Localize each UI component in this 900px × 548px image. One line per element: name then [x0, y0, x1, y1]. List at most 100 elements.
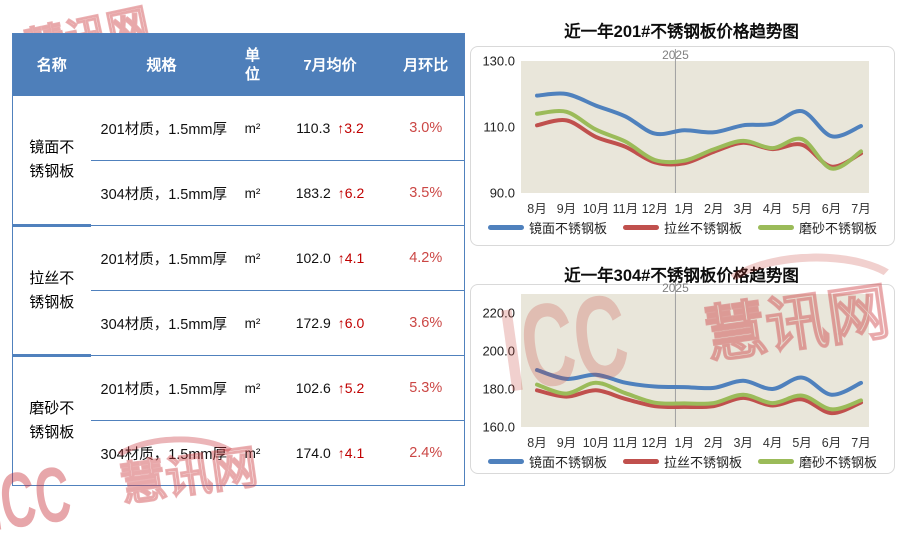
x-axis-tick-label: 9月: [556, 202, 577, 216]
table-row: 磨砂不锈钢板 201材质，1.5mm厚 m² 102.6 ↑5.2 5.3%: [13, 355, 465, 441]
price-value: 172.9: [295, 315, 331, 331]
y-axis-tick-label: 90.0: [489, 185, 515, 201]
chart-panel-304: 220.0 200.0 180.0 160.0 8月 9月 10月 11月 12月 1月 2月 3月 4…: [470, 281, 895, 474]
table-row: 304材质，1.5mm厚 m² 183.2 ↑6.2 3.5%: [13, 160, 465, 226]
x-axis-tick-label: 7月: [851, 436, 871, 450]
product-name-cell: 拉丝不锈钢板: [12, 225, 91, 357]
x-axis-tick-label: 3月: [733, 202, 753, 216]
chart-panel-201: 130.0 110.0 90.0 8月 9月 10月 11月 12月 1月 2月 3月 4月 5月 6月 7…: [470, 46, 895, 246]
chart-legend: 镜面不锈钢板 拉丝不锈钢板 磨砂不锈钢板: [471, 452, 894, 471]
x-axis-tick-label: 6月: [821, 202, 842, 216]
col-header-unit: 单位: [232, 33, 273, 96]
spec-cell: 304材质，1.5mm厚: [90, 290, 233, 356]
series-line: [535, 388, 863, 416]
price-cell: 102.6 ↑5.2: [272, 355, 388, 421]
mom-cell: 4.2%: [387, 225, 465, 291]
x-axis-tick-label: 4月: [762, 202, 783, 216]
chart-canvas: [535, 282, 863, 427]
mom-cell: 3.6%: [387, 290, 465, 356]
spec-cell: 201材质，1.5mm厚: [90, 355, 233, 421]
price-table: 名称 规格 单位 7月均价 月环比 镜面不锈钢板 201材质，1.5mm厚 m² 11…: [12, 33, 465, 486]
col-header-name: 名称: [12, 33, 91, 96]
series-line: [535, 118, 863, 169]
x-axis-tick-label: 12月: [641, 202, 669, 216]
price-cell: 174.0 ↑4.1: [273, 421, 388, 486]
price-table-container: 名称 规格 单位 7月均价 月环比 镜面不锈钢板 201材质，1.5mm厚 m² 11…: [12, 33, 465, 486]
spec-cell: 201材质，1.5mm厚: [90, 225, 233, 291]
spec-cell: 304材质，1.5mm厚: [90, 160, 233, 226]
price-change: ↑4.1: [337, 445, 365, 461]
table-row: 拉丝不锈钢板 201材质，1.5mm厚 m² 102.0 ↑4.1 4.2%: [12, 225, 465, 357]
x-axis-tick-label: 3月: [733, 436, 753, 450]
col-header-mom: 月环比: [387, 33, 465, 96]
x-axis-tick-label: 1月: [674, 202, 694, 216]
legend-item: 拉丝不锈钢板: [622, 218, 742, 237]
up-arrow-icon: ↑: [337, 315, 345, 331]
legend-line-swatch: [622, 225, 659, 230]
chart-legend: 镜面不锈钢板 拉丝不锈钢板 磨砂不锈钢板: [471, 218, 894, 237]
legend-line-swatch: [487, 459, 524, 464]
legend-label: 镜面不锈钢板: [528, 221, 607, 236]
series-line: [535, 91, 863, 139]
unit-cell: m²: [232, 225, 273, 291]
x-axis-tick-label: 11月: [612, 202, 639, 216]
x-axis-tick-label: 7月: [851, 202, 871, 216]
y-axis-tick-label: 220.0: [482, 305, 515, 321]
chart-title-304: 近一年304#不锈钢板价格趋势图: [564, 267, 799, 285]
legend-item: 磨砂不锈钢板: [758, 218, 877, 237]
price-change: ↑6.0: [337, 315, 365, 331]
x-axis-tick-label: 8月: [527, 202, 547, 216]
legend-label: 拉丝不锈钢板: [663, 221, 742, 236]
legend-item: 拉丝不锈钢板: [622, 452, 742, 471]
up-arrow-icon: ↑: [337, 120, 345, 136]
legend-line-swatch: [487, 225, 524, 230]
unit-cell: m²: [232, 96, 273, 161]
y-axis-tick-label: 200.0: [482, 343, 515, 359]
x-axis-tick-label: 2月: [703, 436, 724, 450]
x-axis-tick-label: 2月: [703, 202, 724, 216]
x-axis-tick-label: 1月: [674, 436, 694, 450]
price-change: ↑6.2: [337, 185, 365, 201]
price-cell: 172.9 ↑6.0: [272, 290, 388, 356]
y-axis-tick-label: 160.0: [482, 419, 515, 435]
up-arrow-icon: ↑: [337, 250, 345, 266]
table-row: 304材质，1.5mm厚 m² 174.0 ↑4.1 2.4%: [13, 421, 465, 486]
mom-cell: 2.4%: [409, 445, 443, 461]
legend-label: 拉丝不锈钢板: [663, 455, 742, 470]
price-value: 102.0: [295, 250, 331, 266]
product-name-cell: 镜面不锈钢板: [12, 96, 91, 227]
series-line: [535, 380, 863, 412]
legend-item: 磨砂不锈钢板: [758, 452, 877, 471]
col-header-price: 7月均价: [272, 33, 388, 96]
unit-cell: m²: [244, 445, 261, 461]
table-body: 镜面不锈钢板 201材质，1.5mm厚 m² 110.3 ↑3.2 3.0% 304材质，1…: [12, 96, 465, 486]
legend-item: 镜面不锈钢板: [487, 218, 607, 237]
price-value: 102.6: [295, 380, 331, 396]
unit-cell: m²: [232, 160, 273, 226]
y-axis-tick-label: 180.0: [482, 381, 515, 397]
x-axis-tick-label: 11月: [612, 436, 639, 450]
x-axis-tick-label: 8月: [527, 436, 547, 450]
chart-canvas: [535, 49, 863, 193]
mom-cell: 5.3%: [387, 355, 465, 421]
price-value: 110.3: [296, 120, 331, 136]
x-axis-tick-label: 12月: [641, 436, 669, 450]
price-value: 183.2: [295, 185, 331, 201]
x-axis-tick-label: 4月: [762, 436, 783, 450]
price-cell: 102.0 ↑4.1: [272, 225, 388, 291]
up-arrow-icon: ↑: [337, 445, 345, 461]
legend-label: 镜面不锈钢板: [528, 455, 607, 470]
legend-line-swatch: [758, 459, 794, 464]
y-axis-tick-label: 130.0: [482, 53, 515, 69]
table-header: 名称 规格 单位 7月均价 月环比: [12, 33, 465, 96]
price-change: ↑4.1: [337, 250, 365, 266]
unit-cell: m²: [232, 355, 273, 421]
x-axis-tick-label: 5月: [792, 436, 812, 450]
legend-label: 磨砂不锈钢板: [799, 221, 878, 236]
up-arrow-icon: ↑: [337, 185, 345, 201]
price-value: 174.0: [295, 445, 331, 461]
y-axis-tick-label: 110.0: [483, 119, 515, 135]
x-axis-tick-label: 10月: [582, 202, 610, 216]
x-axis-tick-label: 10月: [582, 436, 610, 450]
product-name-cell: 磨砂不锈钢板: [29, 400, 75, 441]
